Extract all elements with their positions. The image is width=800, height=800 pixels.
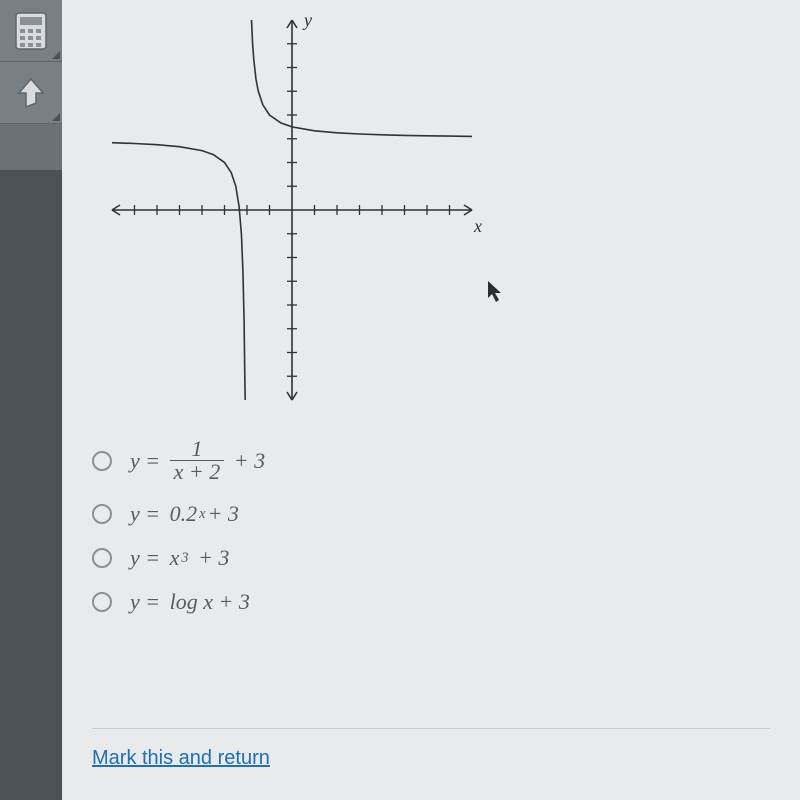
option-c-equation: y = x3 + 3 [130,545,229,571]
calculator-icon [14,11,48,51]
lhs: y = [130,545,160,571]
option-d[interactable]: y = log x + 3 [92,589,770,615]
radio-icon [92,592,112,612]
option-b-equation: y = 0.2x + 3 [130,501,239,527]
lhs: y = [130,501,160,527]
footer: Mark this and return [92,728,770,780]
tool-sidebar [0,0,62,170]
svg-text:y: y [302,10,312,30]
mark-return-link[interactable]: Mark this and return [92,747,270,769]
lhs: y = [130,589,160,615]
fraction: 1 x + 2 [170,438,225,483]
numerator: 1 [187,438,206,460]
answer-options: y = 1 x + 2 + 3 y = 0.2x + 3 y = x3 + [92,438,770,615]
hint-tool[interactable] [0,62,62,124]
arrow-up-icon [11,73,51,113]
lhs: y = [130,448,160,474]
calculator-tool[interactable] [0,0,62,62]
tail: + 3 [234,448,265,474]
expr: log x + 3 [170,589,250,615]
option-d-equation: y = log x + 3 [130,589,250,615]
option-a[interactable]: y = 1 x + 2 + 3 [92,438,770,483]
option-b[interactable]: y = 0.2x + 3 [92,501,770,527]
base: x [170,545,180,571]
radio-icon [92,451,112,471]
radio-icon [92,504,112,524]
exponent: 3 [181,550,188,567]
graph-svg: yx [92,0,492,420]
exponent: x [199,506,205,523]
tail: + 3 [198,545,229,571]
tail: + 3 [207,501,238,527]
function-graph: yx [92,0,492,420]
base: 0.2 [170,501,198,527]
svg-text:x: x [473,216,482,236]
option-c[interactable]: y = x3 + 3 [92,545,770,571]
question-panel: yx y = 1 x + 2 + 3 y = 0.2x + 3 [62,0,800,800]
option-a-equation: y = 1 x + 2 + 3 [130,438,265,483]
radio-icon [92,548,112,568]
denominator: x + 2 [170,460,225,483]
